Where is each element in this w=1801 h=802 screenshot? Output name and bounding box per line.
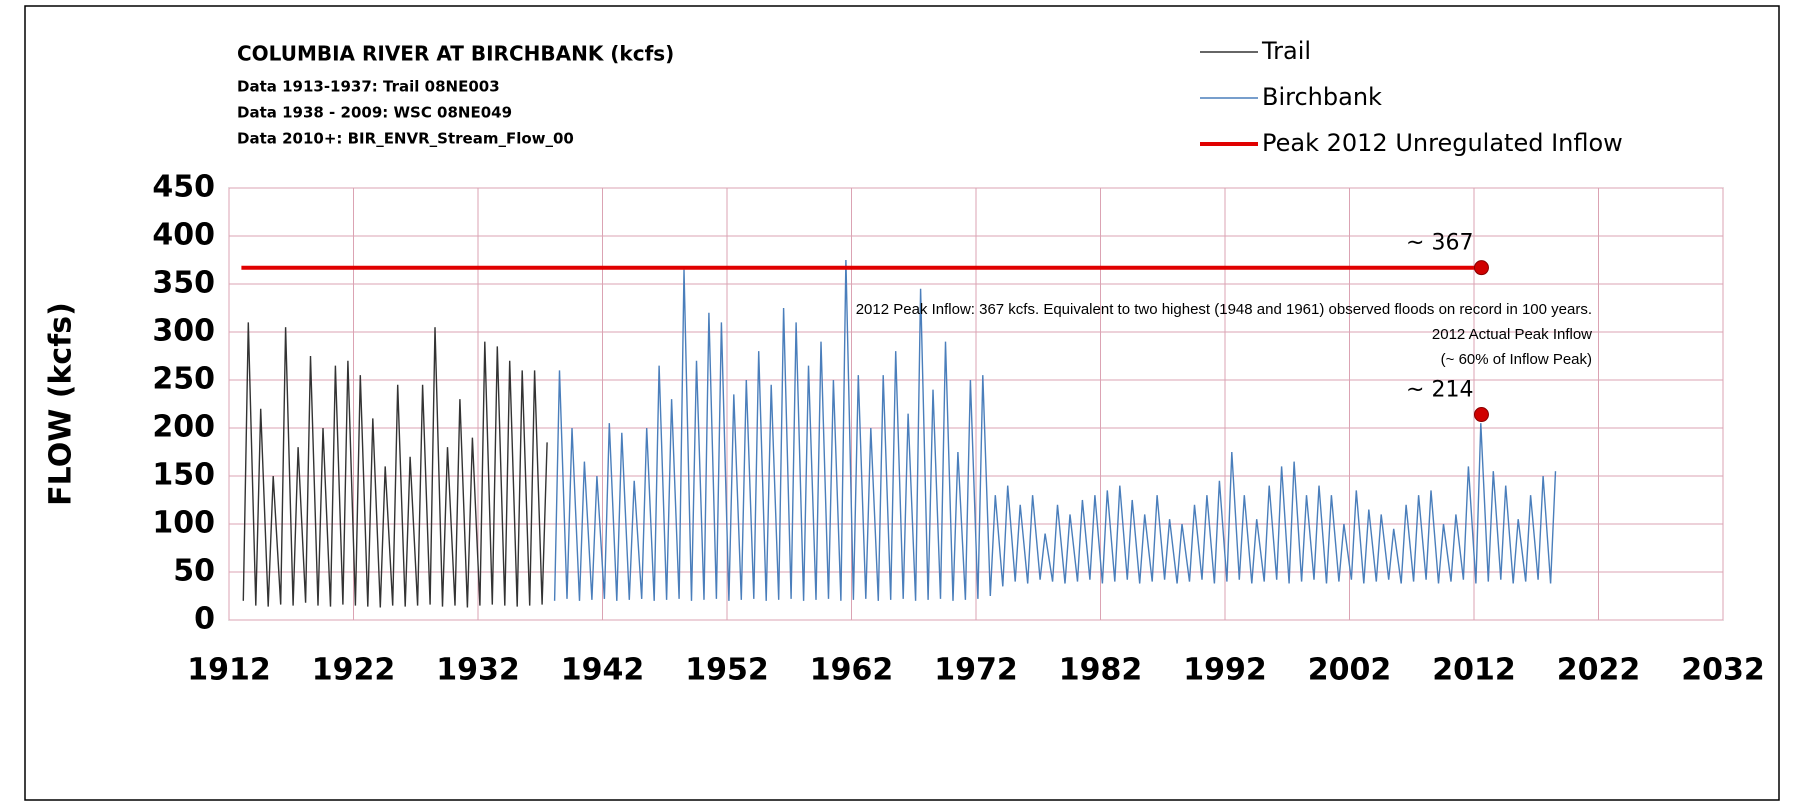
x-tick-label: 1922: [312, 653, 396, 688]
data-label: ~ 367: [1406, 231, 1473, 256]
x-tick-label: 1992: [1183, 653, 1267, 688]
y-tick-label: 100: [152, 506, 215, 541]
x-tick-label: 1932: [436, 653, 520, 688]
x-tick-label: 2002: [1308, 653, 1392, 688]
y-tick-label: 50: [173, 554, 215, 589]
annotation: (~ 60% of Inflow Peak): [1441, 351, 1592, 368]
legend-label: Peak 2012 Unregulated Inflow: [1262, 129, 1623, 157]
legend-label: Birchbank: [1262, 83, 1382, 111]
subtitle: Data 2010+: BIR_ENVR_Stream_Flow_00: [237, 130, 574, 148]
legend-label: Trail: [1261, 37, 1311, 65]
series-line: [553, 259, 1557, 601]
y-tick-label: 200: [152, 410, 215, 445]
marker: [1473, 407, 1489, 423]
x-tick-label: 1982: [1059, 653, 1143, 688]
x-tick-label: 1912: [187, 653, 271, 688]
y-tick-label: 0: [194, 602, 215, 637]
series-line: [242, 322, 548, 608]
x-tick-label: 1942: [561, 653, 645, 688]
x-tick-label: 2032: [1681, 653, 1765, 688]
y-tick-label: 350: [152, 266, 215, 301]
data-label: ~ 214: [1406, 378, 1473, 403]
marker: [1473, 260, 1489, 276]
annotation: 2012 Actual Peak Inflow: [1432, 326, 1592, 343]
y-tick-label: 250: [152, 362, 215, 397]
y-tick-label: 150: [152, 458, 215, 493]
y-tick-label: 400: [152, 218, 215, 253]
y-axis-label: FLOW (kcfs): [44, 302, 79, 506]
y-tick-label: 300: [152, 314, 215, 349]
y-tick-label: 450: [152, 170, 215, 205]
x-tick-label: 2022: [1557, 653, 1641, 688]
subtitle: Data 1938 - 2009: WSC 08NE049: [237, 104, 512, 122]
x-tick-label: 2012: [1432, 653, 1516, 688]
x-tick-label: 1972: [934, 653, 1018, 688]
x-tick-label: 1952: [685, 653, 769, 688]
subtitle: Data 1913-1937: Trail 08NE003: [237, 78, 500, 96]
annotation: 2012 Peak Inflow: 367 kcfs. Equivalent t…: [856, 301, 1592, 318]
chart-title: COLUMBIA RIVER AT BIRCHBANK (kcfs): [237, 42, 674, 66]
x-tick-label: 1962: [810, 653, 894, 688]
